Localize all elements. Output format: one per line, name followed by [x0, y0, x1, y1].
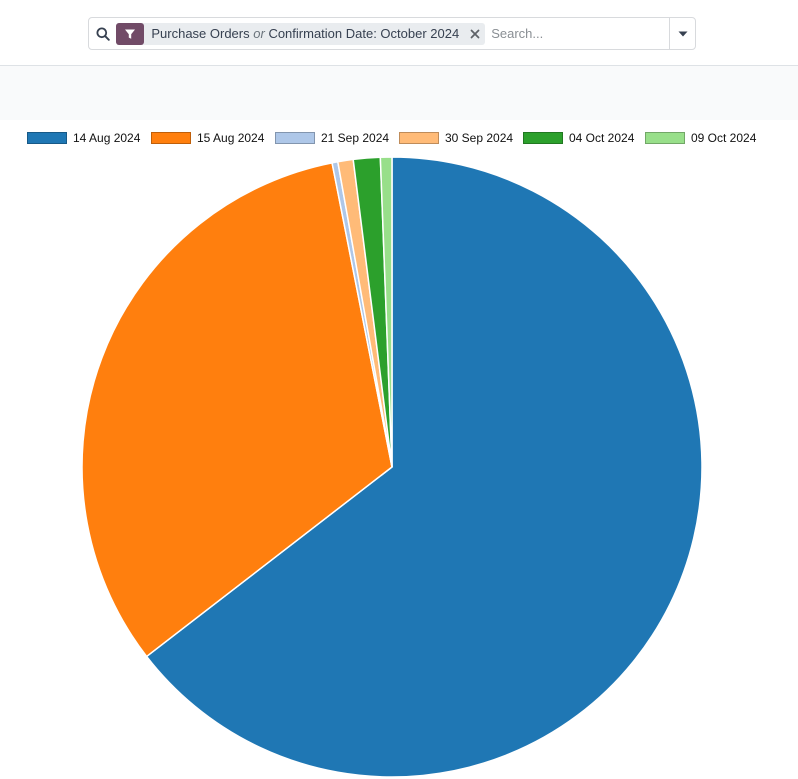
caret-down-icon — [678, 31, 688, 36]
legend-swatch — [151, 132, 191, 144]
legend-item-30-sep-2024[interactable]: 30 Sep 2024 — [399, 130, 513, 146]
close-icon[interactable] — [465, 23, 485, 45]
legend-label: 15 Aug 2024 — [197, 131, 265, 145]
search-panel-toggle-button[interactable] — [669, 18, 695, 49]
legend-item-15-aug-2024[interactable]: 15 Aug 2024 — [151, 130, 264, 146]
legend-item-14-aug-2024[interactable]: 14 Aug 2024 — [27, 130, 140, 146]
pie-chart — [81, 156, 703, 778]
subheader-bar — [0, 66, 798, 120]
legend-swatch — [645, 132, 685, 144]
facet-separator: or — [253, 26, 265, 41]
legend-label: 30 Sep 2024 — [445, 131, 514, 145]
facet-values: Purchase Orders or Confirmation Date: Oc… — [144, 26, 465, 41]
chart-legend: 14 Aug 2024 15 Aug 2024 21 Sep 2024 30 S… — [0, 130, 798, 148]
legend-item-04-oct-2024[interactable]: 04 Oct 2024 — [523, 130, 634, 146]
legend-item-09-oct-2024[interactable]: 09 Oct 2024 — [645, 130, 756, 146]
legend-item-21-sep-2024[interactable]: 21 Sep 2024 — [275, 130, 389, 146]
pie-slice-09-oct-2024[interactable] — [379, 156, 393, 468]
search-icon[interactable] — [89, 18, 116, 49]
filter-icon — [116, 22, 145, 45]
search-input[interactable] — [485, 18, 670, 49]
pie-slice-15-aug-2024[interactable] — [81, 161, 393, 658]
search-bar: Purchase Orders or Confirmation Date: Oc… — [88, 17, 696, 50]
legend-swatch — [523, 132, 563, 144]
pie-slices — [81, 156, 703, 778]
legend-swatch — [399, 132, 439, 144]
legend-swatch — [275, 132, 315, 144]
legend-swatch — [27, 132, 67, 144]
legend-label: 14 Aug 2024 — [73, 131, 141, 145]
legend-label: 21 Sep 2024 — [321, 131, 390, 145]
control-panel: Purchase Orders or Confirmation Date: Oc… — [0, 0, 798, 66]
legend-label: 09 Oct 2024 — [691, 131, 757, 145]
facet-value-purchase-orders: Purchase Orders — [151, 26, 250, 41]
legend-label: 04 Oct 2024 — [569, 131, 635, 145]
facet-value-confirmation-date: Confirmation Date: October 2024 — [268, 26, 460, 41]
pie-slice-14-aug-2024[interactable] — [145, 156, 703, 778]
search-facet: Purchase Orders or Confirmation Date: Oc… — [116, 22, 486, 45]
